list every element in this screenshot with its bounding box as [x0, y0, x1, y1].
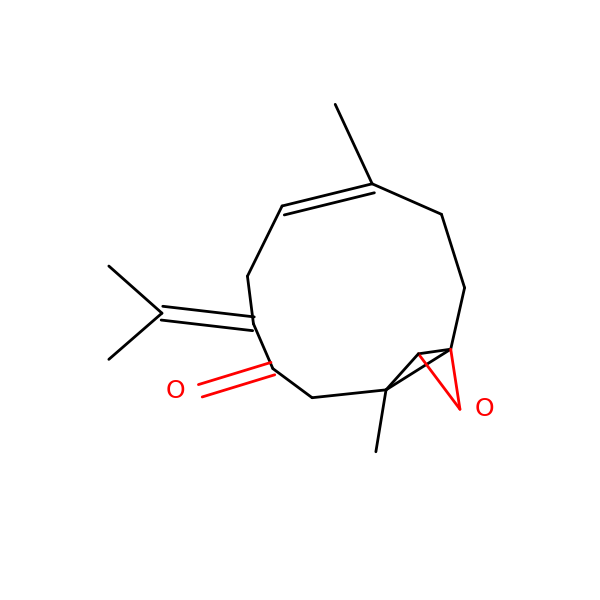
Text: O: O [166, 379, 185, 403]
Text: O: O [475, 397, 494, 421]
